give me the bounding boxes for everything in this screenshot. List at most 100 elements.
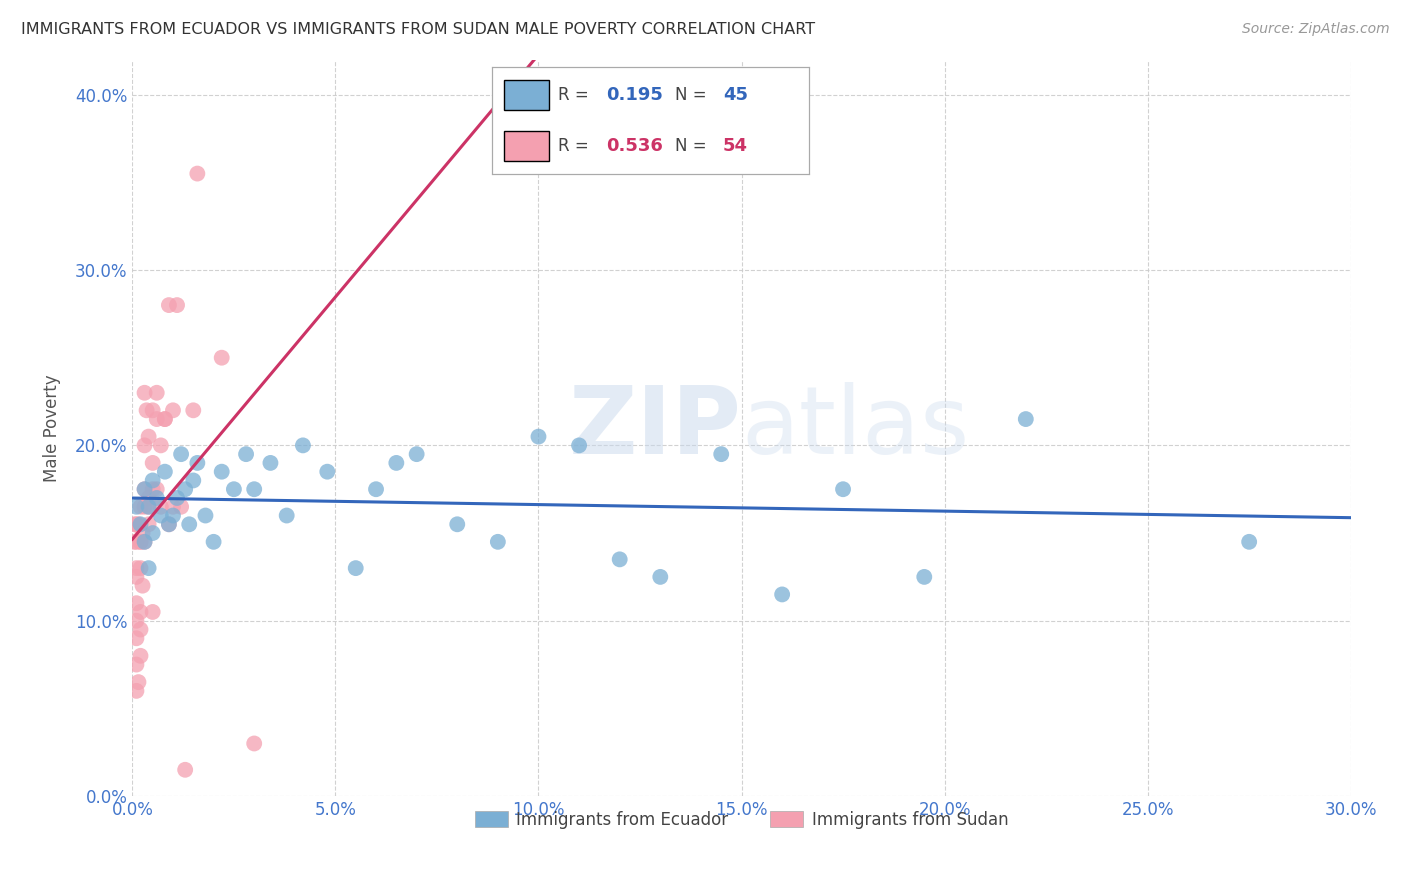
Point: [134, 534, 156, 549]
Y-axis label: Male Poverty: Male Poverty: [44, 374, 60, 482]
Point: [142, 482, 165, 496]
Point: [125, 684, 148, 698]
Point: [344, 561, 367, 575]
Point: [385, 456, 408, 470]
Point: [145, 482, 167, 496]
Point: [153, 412, 176, 426]
Point: [1015, 412, 1038, 426]
Point: [149, 508, 172, 523]
Point: [153, 465, 176, 479]
Point: [186, 456, 208, 470]
Point: [125, 614, 148, 628]
Point: [157, 517, 180, 532]
Point: [127, 517, 149, 532]
Point: [446, 517, 468, 532]
Point: [211, 465, 233, 479]
Point: [166, 298, 188, 312]
Point: [162, 403, 184, 417]
Point: [405, 447, 427, 461]
Point: [138, 517, 160, 532]
Point: [138, 491, 160, 505]
Point: [194, 508, 217, 523]
Point: [259, 456, 281, 470]
Point: [124, 534, 146, 549]
Point: [142, 605, 165, 619]
Point: [127, 675, 149, 690]
Point: [157, 517, 180, 532]
Point: [710, 447, 733, 461]
Point: [129, 648, 152, 663]
Point: [138, 429, 160, 443]
Point: [162, 508, 184, 523]
Point: [291, 438, 314, 452]
Point: [211, 351, 233, 365]
Point: [125, 534, 148, 549]
Point: [138, 500, 160, 514]
Point: [166, 491, 188, 505]
Point: [142, 456, 165, 470]
Point: [145, 491, 167, 505]
Point: [1237, 534, 1260, 549]
Point: [832, 482, 855, 496]
Point: [125, 596, 148, 610]
Point: [138, 500, 160, 514]
Point: [527, 429, 550, 443]
Point: [568, 438, 591, 452]
Point: [609, 552, 631, 566]
Legend: Immigrants from Ecuador, Immigrants from Sudan: Immigrants from Ecuador, Immigrants from…: [468, 805, 1015, 836]
Point: [134, 534, 156, 549]
Point: [170, 500, 193, 514]
Point: [243, 482, 266, 496]
Point: [912, 570, 935, 584]
Point: [157, 298, 180, 312]
Text: IMMIGRANTS FROM ECUADOR VS IMMIGRANTS FROM SUDAN MALE POVERTY CORRELATION CHART: IMMIGRANTS FROM ECUADOR VS IMMIGRANTS FR…: [21, 22, 815, 37]
Point: [181, 403, 204, 417]
Point: [125, 632, 148, 646]
Point: [134, 482, 156, 496]
Point: [202, 534, 225, 549]
Point: [149, 438, 172, 452]
Point: [138, 561, 160, 575]
Text: Source: ZipAtlas.com: Source: ZipAtlas.com: [1241, 22, 1389, 37]
Point: [125, 517, 148, 532]
Point: [129, 605, 152, 619]
Point: [364, 482, 387, 496]
Point: [174, 482, 197, 496]
Point: [134, 385, 156, 400]
Point: [142, 474, 165, 488]
Point: [142, 403, 165, 417]
Point: [129, 534, 152, 549]
Point: [124, 517, 146, 532]
Point: [129, 500, 152, 514]
Point: [134, 438, 156, 452]
Point: [179, 517, 201, 532]
Point: [142, 526, 165, 541]
Point: [149, 500, 172, 514]
Point: [186, 167, 208, 181]
Point: [770, 587, 793, 601]
Point: [243, 737, 266, 751]
Point: [650, 570, 672, 584]
Point: [131, 526, 153, 541]
Point: [276, 508, 298, 523]
Point: [134, 500, 156, 514]
Point: [145, 412, 167, 426]
Point: [181, 474, 204, 488]
Point: [129, 561, 152, 575]
Point: [222, 482, 245, 496]
Text: ZIP: ZIP: [568, 382, 741, 474]
Point: [162, 500, 184, 514]
Point: [153, 412, 176, 426]
Point: [131, 579, 153, 593]
Point: [316, 465, 339, 479]
Point: [134, 482, 156, 496]
Text: atlas: atlas: [741, 382, 970, 474]
Point: [145, 385, 167, 400]
Point: [125, 561, 148, 575]
Point: [125, 657, 148, 672]
Point: [125, 570, 148, 584]
Point: [170, 447, 193, 461]
Point: [486, 534, 509, 549]
Point: [129, 623, 152, 637]
Point: [125, 500, 148, 514]
